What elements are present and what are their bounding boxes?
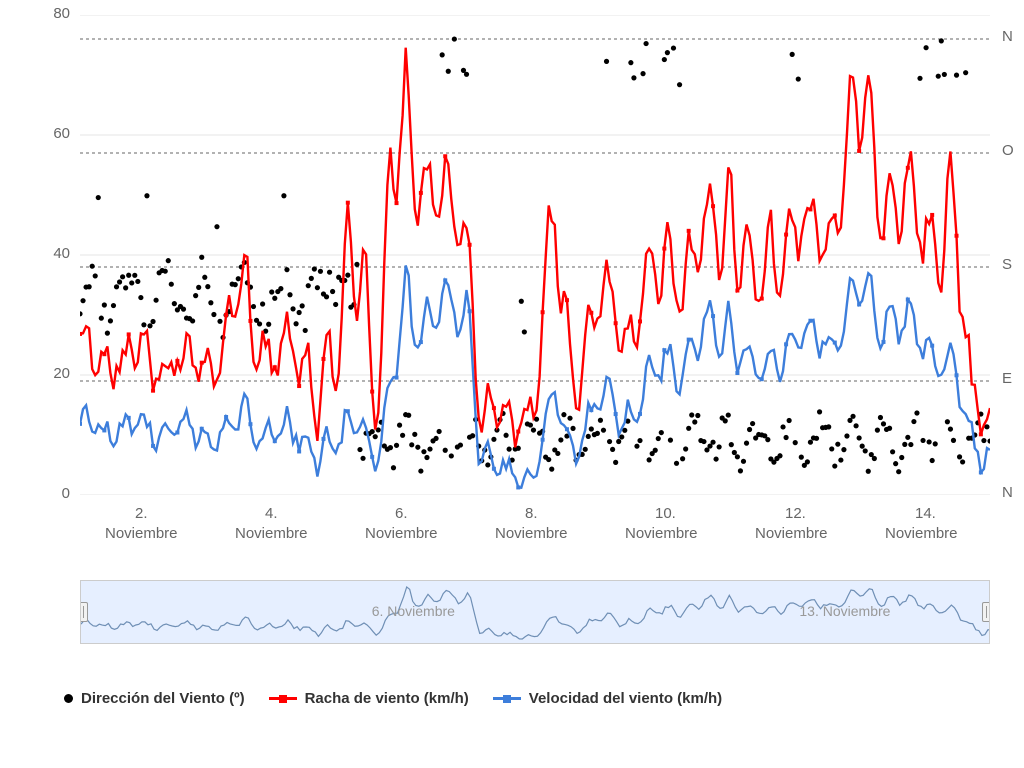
legend-item-direccion[interactable]: Dirección del Viento (º): [64, 690, 245, 707]
navigator-handle-left[interactable]: [80, 602, 88, 622]
y-right-tick: E: [1002, 370, 1012, 387]
x-tick-month: Noviembre: [105, 525, 178, 542]
legend-dot-icon: [64, 694, 73, 703]
y-right-tick: N: [1002, 28, 1013, 45]
x-tick-month: Noviembre: [365, 525, 438, 542]
y-left-tick: 60: [53, 125, 70, 142]
y-left-tick: 40: [53, 245, 70, 262]
x-tick-day: 2.: [135, 505, 148, 522]
x-tick-month: Noviembre: [495, 525, 568, 542]
legend-item-velocidad[interactable]: Velocidad del viento (km/h): [493, 690, 722, 707]
x-tick-day: 10.: [655, 505, 676, 522]
navigator-handle-right[interactable]: [982, 602, 990, 622]
y-left-tick: 80: [53, 5, 70, 22]
x-tick-month: Noviembre: [885, 525, 958, 542]
x-tick-day: 8.: [525, 505, 538, 522]
x-tick-month: Noviembre: [235, 525, 308, 542]
x-tick-day: 12.: [785, 505, 806, 522]
x-tick-day: 6.: [395, 505, 408, 522]
legend-label: Velocidad del viento (km/h): [529, 690, 722, 707]
x-tick-month: Noviembre: [755, 525, 828, 542]
x-tick-day: 14.: [915, 505, 936, 522]
y-left-tick: 20: [53, 365, 70, 382]
legend-item-racha[interactable]: Racha de viento (km/h): [269, 690, 469, 707]
y-left-tick: 0: [62, 485, 70, 502]
legend-label: Racha de viento (km/h): [305, 690, 469, 707]
main-plot: [80, 15, 990, 495]
legend: Dirección del Viento (º) Racha de viento …: [64, 690, 722, 707]
legend-line-icon: [269, 697, 297, 700]
chart-container: 0 20 40 60 80 N E S O N 2. Noviembre 4. Noviembre 6.…: [0, 0, 1024, 768]
y-right-tick: S: [1002, 256, 1012, 273]
legend-line-icon: [493, 697, 521, 700]
legend-label: Dirección del Viento (º): [81, 690, 245, 707]
navigator-date-label: 13. Noviembre: [799, 603, 890, 619]
x-tick-day: 4.: [265, 505, 278, 522]
navigator-date-label: 6. Noviembre: [372, 603, 455, 619]
y-right-tick: N: [1002, 484, 1013, 501]
x-tick-month: Noviembre: [625, 525, 698, 542]
y-right-tick: O: [1002, 142, 1014, 159]
